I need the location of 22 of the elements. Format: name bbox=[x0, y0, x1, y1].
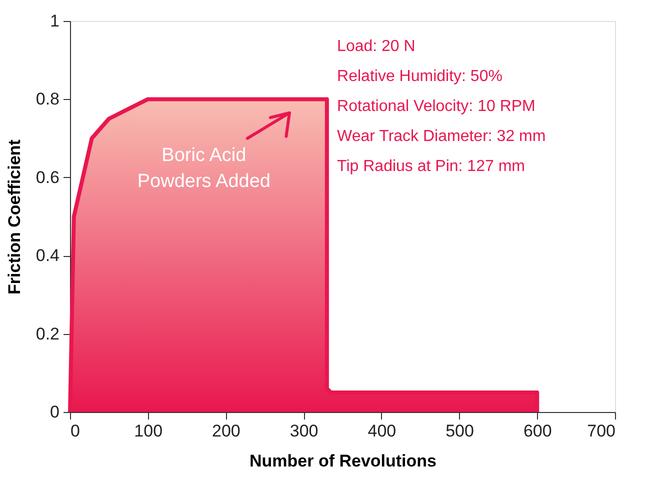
y-tick-label: 1 bbox=[50, 12, 60, 30]
annotation: Boric Acid Powders Added bbox=[137, 145, 270, 192]
x-tick-label: 700 bbox=[587, 422, 616, 440]
annotation: Tip Radius at Pin: 127 mm bbox=[337, 158, 525, 175]
x-tick-label: 300 bbox=[290, 422, 318, 440]
annotation: Load: 20 N bbox=[337, 38, 416, 55]
x-tick-label: 600 bbox=[523, 422, 552, 440]
y-tick-label: 0.6 bbox=[36, 168, 60, 187]
x-axis-title: Number of Revolutions bbox=[249, 452, 437, 470]
x-tick-label: 400 bbox=[368, 422, 396, 440]
annotation: Wear Track Diameter: 32 mm bbox=[337, 128, 546, 145]
annotation: Rotational Velocity: 10 RPM bbox=[337, 98, 536, 115]
annotation: Relative Humidity: 50% bbox=[337, 68, 502, 85]
y-tick-label: 0.4 bbox=[36, 246, 60, 266]
y-tick-label: 0.8 bbox=[36, 90, 60, 109]
y-tick-label: 0 bbox=[50, 402, 60, 422]
x-tick-label: 0 bbox=[70, 422, 80, 440]
x-tick-label: 500 bbox=[446, 422, 474, 440]
y-axis-title: Friction Coefficient bbox=[4, 139, 24, 294]
x-tick-label: 100 bbox=[134, 422, 163, 440]
x-tick-label: 200 bbox=[212, 422, 240, 440]
y-tick-label: 0.2 bbox=[36, 324, 60, 344]
